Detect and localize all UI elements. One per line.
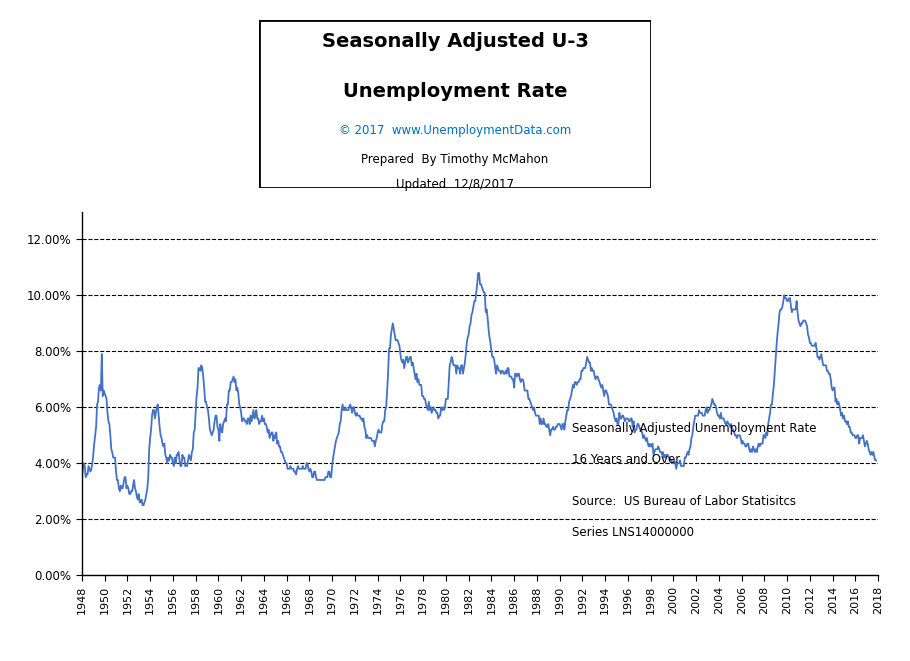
Text: Unemployment Rate: Unemployment Rate bbox=[343, 82, 567, 101]
Text: 16 Years and Over: 16 Years and Over bbox=[571, 453, 680, 466]
Text: Seasonally Adjusted U-3: Seasonally Adjusted U-3 bbox=[321, 32, 589, 51]
Text: Prepared  By Timothy McMahon: Prepared By Timothy McMahon bbox=[361, 153, 549, 166]
Text: © 2017  www.UnemploymentData.com: © 2017 www.UnemploymentData.com bbox=[339, 124, 571, 137]
Text: Series LNS14000000: Series LNS14000000 bbox=[571, 526, 693, 539]
Text: Seasonally Adjusted Unemployment Rate: Seasonally Adjusted Unemployment Rate bbox=[571, 422, 816, 436]
Text: Updated  12/8/2017: Updated 12/8/2017 bbox=[396, 178, 514, 191]
Text: Source:  US Bureau of Labor Statisitcs: Source: US Bureau of Labor Statisitcs bbox=[571, 495, 795, 508]
